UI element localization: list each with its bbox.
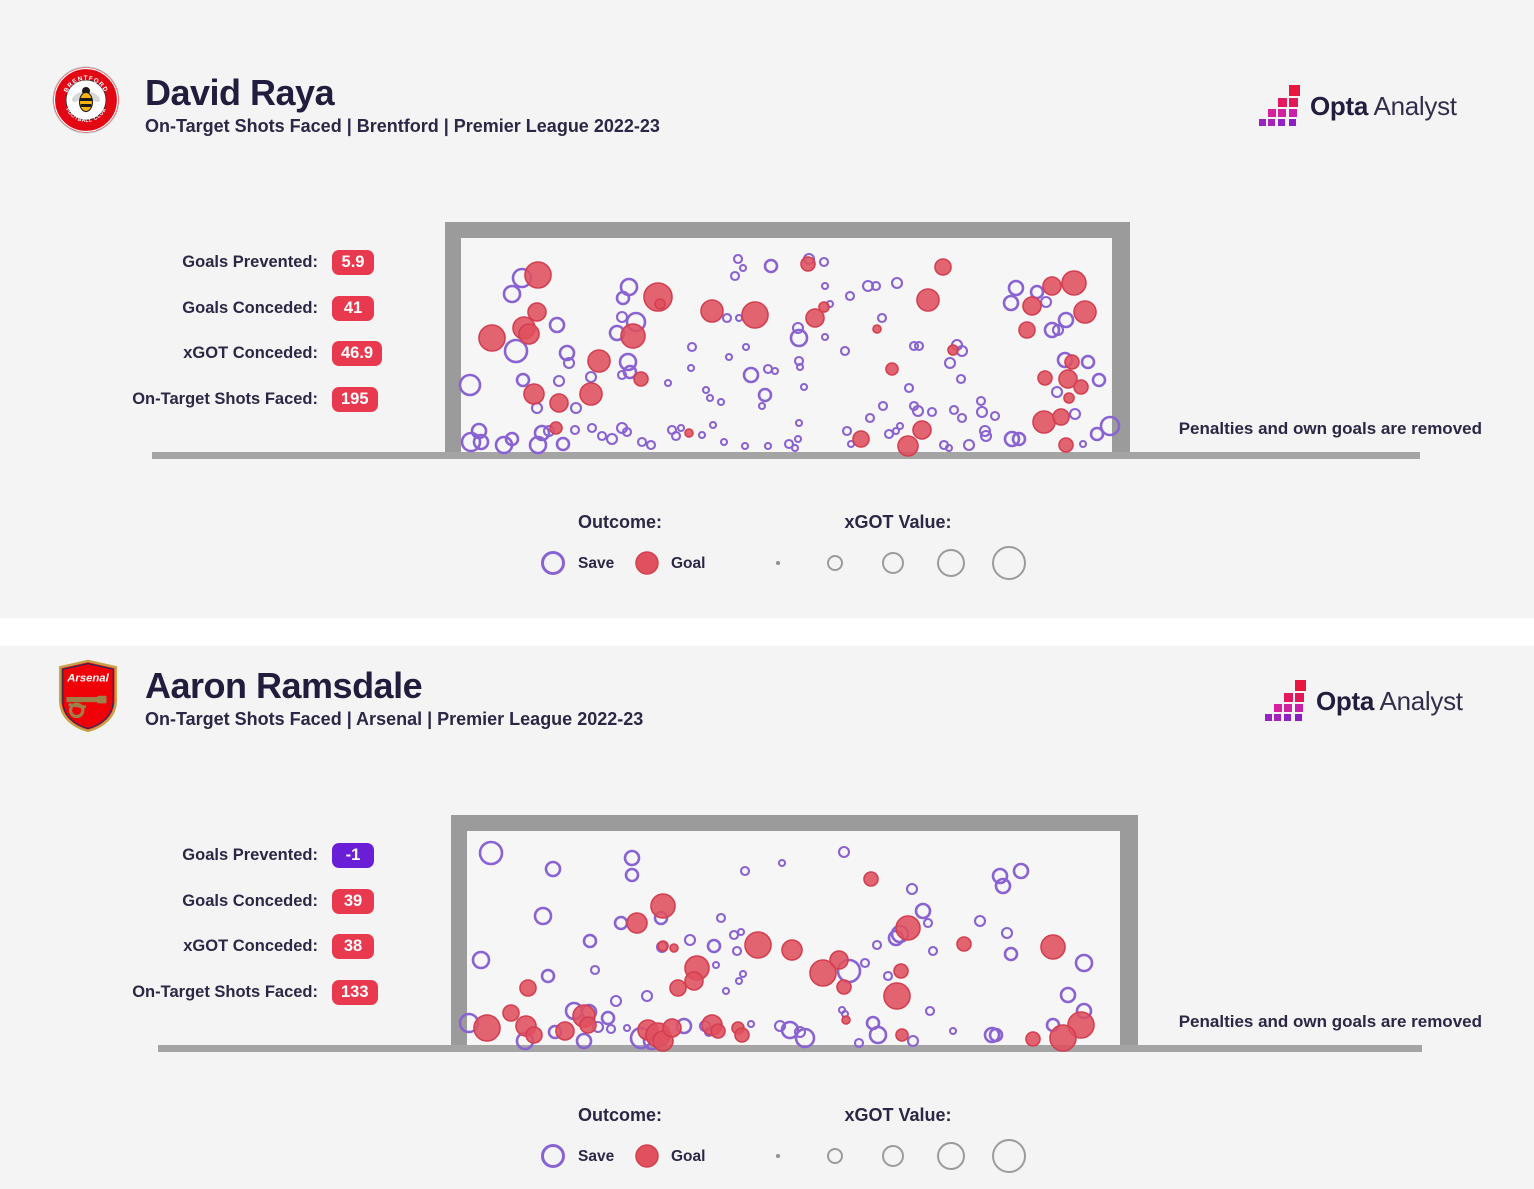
goal-line	[152, 452, 1420, 459]
xgot-size-scale-icon	[776, 1139, 1026, 1173]
legend-outcome-label: Outcome:	[577, 1105, 662, 1125]
legend-goal-label: Goal	[671, 555, 706, 572]
player-name: Aaron Ramsdale	[145, 665, 423, 706]
stat-label: Goals Prevented:	[182, 846, 318, 864]
footnote: Penalties and own goals are removed	[1178, 1012, 1482, 1031]
stat-value-badge: 41	[332, 296, 374, 321]
goal-legend-icon	[635, 551, 659, 575]
opta-logo-icon	[1259, 85, 1301, 127]
opta-logo-icon	[1265, 680, 1307, 722]
goal-crossbar	[445, 222, 1130, 238]
legend-xgot-label: xGOT Value:	[844, 512, 952, 532]
stat-xgot-conceded: xGOT Conceded: 38	[120, 934, 420, 960]
stat-label: Goals Conceded:	[182, 892, 318, 910]
save-legend-icon	[541, 1144, 565, 1168]
legend-save-label: Save	[578, 1148, 615, 1165]
stat-label: xGOT Conceded:	[183, 344, 318, 362]
stat-value-badge: 5.9	[332, 250, 374, 275]
stat-shots-faced: On-Target Shots Faced: 133	[120, 980, 420, 1006]
stat-xgot-conceded: xGOT Conceded: 46.9	[120, 341, 420, 367]
stat-goals-prevented: Goals Prevented: 5.9	[120, 250, 420, 276]
xgot-size-scale-icon	[776, 546, 1026, 580]
panel-divider	[0, 618, 1534, 646]
legend-outcome-label: Outcome:	[577, 512, 662, 532]
stat-value-badge: 133	[332, 980, 378, 1005]
panel-aaron-ramsdale: Arsenal Aaron Ramsdale On-Target Shots F…	[0, 593, 1534, 1189]
opta-logo-text-bold: Opta	[1316, 685, 1375, 716]
footnote: Penalties and own goals are removed	[1178, 419, 1482, 438]
opta-logo-text-light: Analyst	[1373, 90, 1457, 121]
stat-value-badge: 38	[332, 934, 374, 959]
legend-goal-label: Goal	[671, 1148, 706, 1165]
chart-subtitle: On-Target Shots Faced | Brentford | Prem…	[145, 116, 660, 136]
stat-label: xGOT Conceded:	[183, 937, 318, 955]
save-legend-icon	[541, 551, 565, 575]
stat-label: On-Target Shots Faced:	[132, 983, 318, 1001]
crest-club-name: Arsenal	[66, 673, 109, 685]
stat-value-badge: 46.9	[332, 341, 383, 366]
stat-value-badge: 39	[332, 889, 374, 914]
legend-save-label: Save	[578, 555, 615, 572]
stat-goals-conceded: Goals Conceded: 39	[120, 889, 420, 915]
goal-mouth-area	[461, 238, 1112, 452]
brentford-crest-icon: BRENTFORD FOOTBALL CLUB	[52, 66, 120, 134]
opta-logo-text: Opta Analyst	[1310, 91, 1457, 122]
opta-analyst-logo: Opta Analyst	[1259, 85, 1457, 127]
shot-map-raya	[458, 252, 1121, 457]
stat-label: Goals Conceded:	[182, 299, 318, 317]
stat-goals-prevented: Goals Prevented: -1	[120, 843, 420, 869]
opta-logo-text: Opta Analyst	[1316, 686, 1463, 717]
stat-goals-conceded: Goals Conceded: 41	[120, 296, 420, 322]
goal-line	[158, 1045, 1422, 1052]
shot-map-ramsdale	[458, 840, 1095, 1052]
opta-logo-text-light: Analyst	[1379, 685, 1463, 716]
player-name: David Raya	[145, 72, 335, 113]
legend-xgot-label: xGOT Value:	[844, 1105, 952, 1125]
stat-value-badge: 195	[332, 387, 378, 412]
goal-post-right	[1112, 238, 1130, 452]
chart-subtitle: On-Target Shots Faced | Arsenal | Premie…	[145, 709, 644, 729]
goal-crossbar	[451, 815, 1138, 831]
goal-legend-icon	[635, 1144, 659, 1168]
stat-shots-faced: On-Target Shots Faced: 195	[120, 387, 420, 413]
stat-value-badge: -1	[332, 843, 374, 868]
goal-post-left	[445, 238, 461, 452]
arsenal-crest-icon: Arsenal	[58, 659, 118, 733]
stat-label: On-Target Shots Faced:	[132, 390, 318, 408]
goal-post-right	[1120, 831, 1138, 1045]
opta-logo-text-bold: Opta	[1310, 90, 1369, 121]
panel-david-raya: BRENTFORD FOOTBALL CLUB David Raya On-Ta…	[52, 66, 1482, 580]
opta-analyst-logo: Opta Analyst	[1265, 680, 1463, 722]
goal-post-left	[451, 831, 467, 1045]
stat-label: Goals Prevented:	[182, 253, 318, 271]
